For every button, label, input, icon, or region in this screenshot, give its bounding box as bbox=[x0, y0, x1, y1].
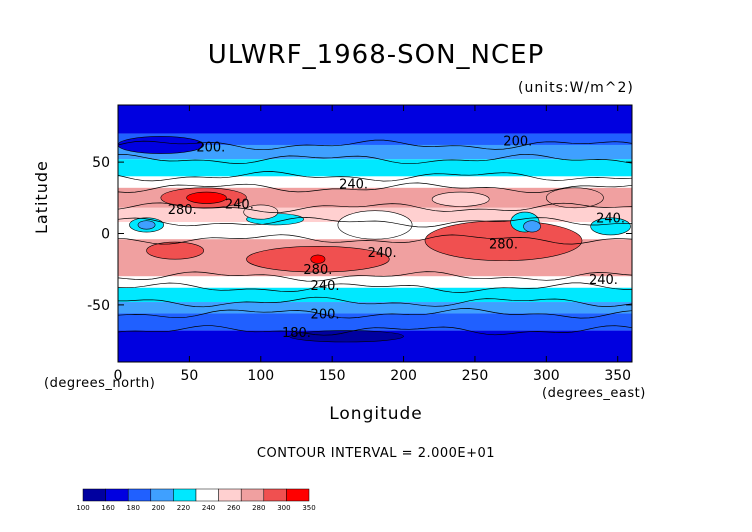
contour-line bbox=[118, 271, 632, 282]
x-tick-label: 0 bbox=[114, 368, 123, 384]
contour-region bbox=[424, 220, 583, 261]
y-tick-label: 50 bbox=[92, 155, 110, 171]
colorbar: 100 160 180 200 220 240 260 280 300 350 bbox=[76, 488, 316, 512]
colorbar-label: 180 bbox=[127, 504, 140, 512]
x-tick-label: 250 bbox=[462, 368, 489, 384]
contour-line bbox=[118, 282, 632, 293]
colorbar-label: 160 bbox=[101, 504, 114, 512]
y-axis: -50 0 50 bbox=[87, 155, 632, 314]
contour-region bbox=[337, 210, 413, 240]
contour-line bbox=[118, 139, 632, 151]
colorbar-label: 200 bbox=[152, 504, 165, 512]
x-tick-label: 350 bbox=[604, 368, 631, 384]
contour-line bbox=[118, 296, 632, 308]
contour-band bbox=[118, 313, 632, 331]
contour-region bbox=[186, 191, 227, 204]
y-tick-label: 0 bbox=[101, 227, 110, 243]
y-axis-label: Latitude bbox=[32, 160, 51, 234]
contour-label: 280. bbox=[168, 203, 197, 218]
contour-band bbox=[118, 105, 632, 134]
contour-region bbox=[137, 220, 156, 230]
colorbar-swatch bbox=[263, 488, 287, 502]
contour-label: 240. bbox=[225, 197, 254, 212]
contour-region bbox=[289, 330, 404, 343]
contour-label: 240. bbox=[368, 246, 397, 261]
colorbar-label: 300 bbox=[277, 504, 290, 512]
contour-label: 200. bbox=[196, 140, 225, 155]
contour-region bbox=[118, 136, 204, 154]
colorbar-swatch bbox=[82, 488, 106, 502]
contour-features bbox=[118, 136, 632, 343]
contour-line bbox=[118, 171, 632, 182]
colorbar-swatch bbox=[105, 488, 129, 502]
contour-line bbox=[118, 182, 632, 193]
contour-line bbox=[118, 234, 632, 245]
contour-label: 240. bbox=[339, 177, 368, 192]
contour-region bbox=[243, 204, 279, 220]
colorbar-swatch bbox=[173, 488, 197, 502]
contour-region bbox=[431, 191, 490, 207]
contour-label: 200. bbox=[503, 135, 532, 150]
contour-band bbox=[118, 176, 632, 188]
contour-region bbox=[146, 241, 204, 260]
contour-label: 280. bbox=[303, 263, 332, 278]
contour-line bbox=[118, 217, 632, 228]
y-tick-label: -50 bbox=[87, 298, 110, 314]
colorbar-label: 100 bbox=[76, 504, 89, 512]
contour-band bbox=[118, 187, 632, 208]
contour-line bbox=[118, 153, 632, 165]
contour-region bbox=[523, 220, 541, 233]
contour-line bbox=[118, 325, 632, 336]
colorbar-swatch bbox=[195, 488, 219, 502]
colorbar-label: 240 bbox=[202, 504, 215, 512]
colorbar-swatch bbox=[218, 488, 242, 502]
contour-region bbox=[546, 187, 604, 209]
contour-band bbox=[118, 159, 632, 177]
contour-line bbox=[118, 308, 632, 319]
chart-title: ULWRF_1968-SON_NCEP bbox=[207, 40, 545, 70]
y-axis-unit: (degrees_north) bbox=[44, 376, 156, 391]
x-tick-label: 200 bbox=[390, 368, 417, 384]
colorbar-swatch bbox=[240, 488, 265, 502]
x-axis: 0 50 100 150 200 250 300 350 bbox=[114, 105, 631, 384]
contour-band bbox=[118, 133, 632, 145]
colorbar-label: 260 bbox=[227, 504, 240, 512]
contour-label: 180. bbox=[282, 326, 311, 341]
contour-band bbox=[118, 287, 632, 303]
contour-region bbox=[590, 217, 631, 236]
contour-band bbox=[118, 276, 632, 288]
contour-label: 240. bbox=[311, 279, 340, 294]
colorbar-swatch bbox=[150, 488, 174, 502]
x-tick-label: 150 bbox=[319, 368, 346, 384]
colorbar-label: 220 bbox=[177, 504, 190, 512]
colorbar-label: 280 bbox=[252, 504, 265, 512]
colorbar-swatch bbox=[127, 488, 152, 502]
x-axis-unit: (degrees_east) bbox=[542, 386, 646, 401]
contour-label: 280. bbox=[489, 237, 518, 252]
colorbar-label: 350 bbox=[302, 504, 315, 512]
units-label: (units:W/m^2) bbox=[518, 80, 634, 96]
contour-interval-label: CONTOUR INTERVAL = 2.000E+01 bbox=[256, 446, 496, 461]
contour-label: 240. bbox=[589, 273, 618, 288]
x-tick-label: 300 bbox=[533, 368, 560, 384]
contour-label: 240. bbox=[596, 212, 625, 227]
contour-labels: 200. 200.240.280. 240.280.280.240.240. 240.… bbox=[168, 135, 625, 341]
x-tick-label: 100 bbox=[247, 368, 274, 384]
x-axis-label: Longitude bbox=[329, 404, 423, 424]
contour-region bbox=[310, 254, 326, 264]
x-tick-label: 50 bbox=[180, 368, 198, 384]
colorbar-swatch bbox=[286, 488, 310, 502]
contour-band bbox=[118, 302, 632, 314]
contour-line bbox=[118, 202, 632, 213]
contour-label: 200. bbox=[311, 307, 340, 322]
